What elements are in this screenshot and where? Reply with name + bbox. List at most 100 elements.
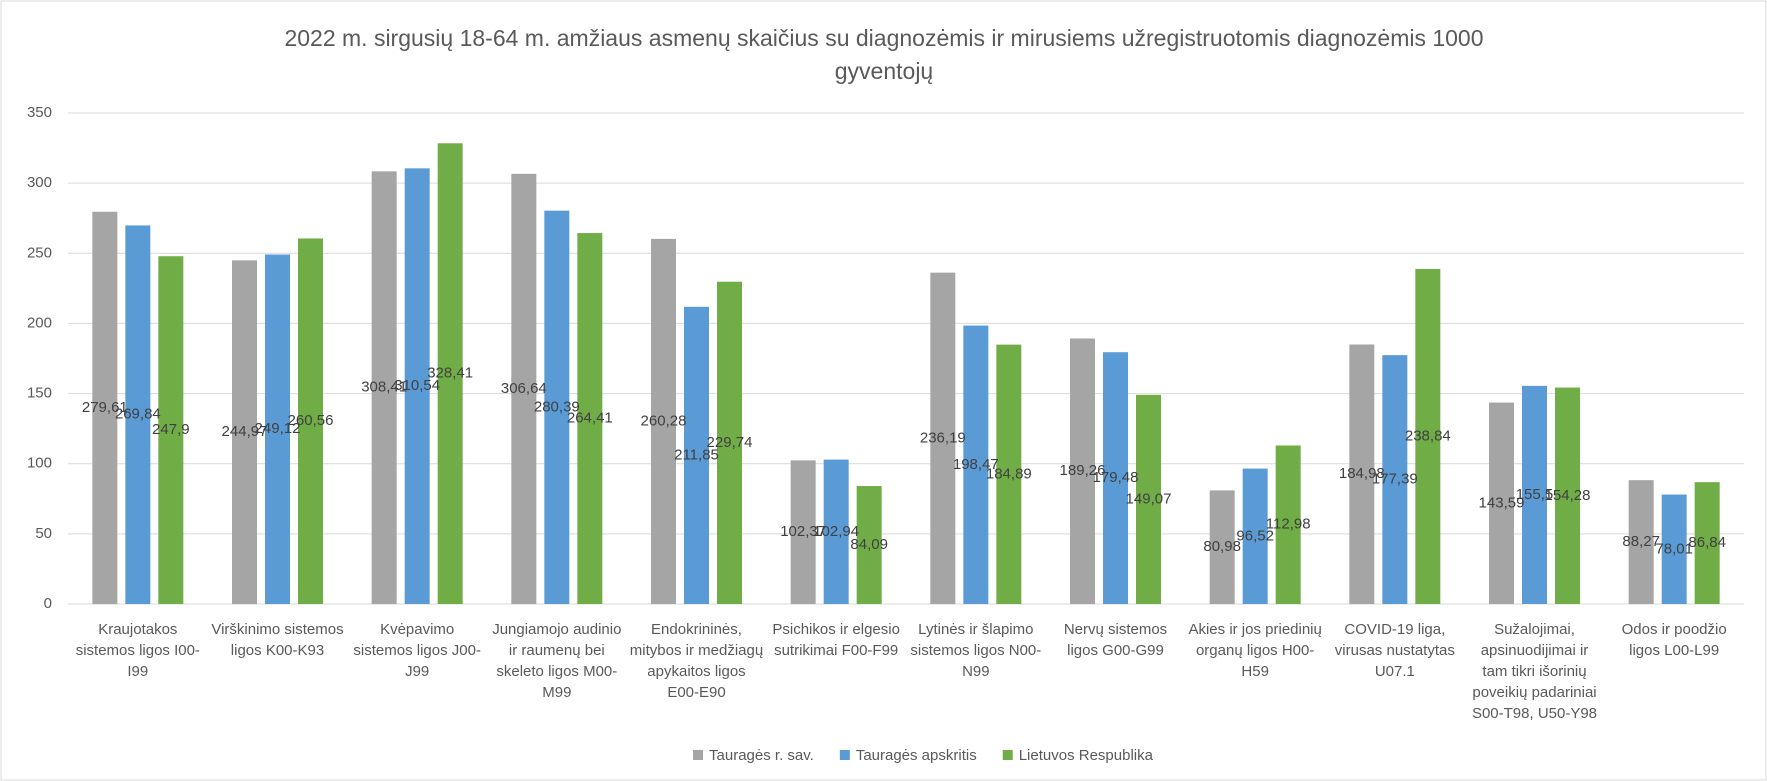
data-label: 177,39 [1372, 471, 1418, 488]
data-label: 198,47 [953, 456, 999, 473]
data-label: 260,56 [288, 412, 334, 429]
bar [511, 173, 537, 604]
bar [963, 325, 989, 604]
data-label: 184,98 [1339, 465, 1385, 482]
x-tick-label: COVID-19 liga, virusas nustatytas U07.1 [1335, 621, 1455, 680]
bar [1661, 494, 1687, 604]
bar [1489, 402, 1514, 604]
data-label: 260,28 [641, 412, 687, 429]
x-tick-label: Nervų sistemos ligos G00-G99 [1064, 621, 1167, 659]
x-tick-label: Sužalojimai, apsinuodijimai ir tam tikri i… [1472, 621, 1597, 722]
data-label: 229,74 [707, 434, 753, 451]
data-label: 306,64 [501, 380, 547, 397]
bar [1522, 385, 1547, 604]
data-label: 310,54 [394, 377, 440, 394]
x-tick-label: Lytinės ir šlapimo sistemos ligos N00-N99 [910, 621, 1041, 680]
y-tick-label: 300 [27, 174, 52, 191]
y-tick-label: 150 [27, 385, 52, 402]
data-label: 102,37 [780, 523, 826, 540]
data-label: 184,89 [986, 465, 1032, 482]
x-tick-label: Virškinimo sistemos ligos K00-K93 [211, 621, 343, 659]
x-tick-label: Jungiamojo audinio ir raumenų bei skeleto … [492, 621, 621, 701]
bar [823, 459, 849, 604]
data-label: 96,52 [1236, 527, 1274, 544]
x-tick-label: Psichikos ir elgesio sutrikimai F00-F99 [772, 621, 900, 659]
data-label: 143,59 [1479, 494, 1525, 511]
legend-label: Lietuvos Respublika [1019, 747, 1154, 764]
data-label: 155,5 [1516, 486, 1554, 503]
data-label: 247,9 [152, 421, 190, 438]
data-label: 112,98 [1266, 516, 1311, 533]
data-label: 264,41 [567, 410, 613, 427]
data-label: 86,84 [1688, 534, 1726, 551]
legend-swatch [693, 750, 704, 760]
x-tick-label: Kvėpavimo sistemos ligos J00-J99 [353, 621, 481, 680]
bar [790, 460, 816, 604]
y-tick-label: 50 [35, 525, 52, 542]
data-label: 149,07 [1126, 490, 1172, 507]
bar [1694, 482, 1720, 604]
bar [1628, 480, 1654, 604]
bar [1275, 445, 1301, 604]
y-tick-label: 100 [27, 455, 52, 472]
bar [856, 486, 882, 604]
legend-label: Tauragės r. sav. [709, 747, 814, 764]
bar [1382, 355, 1408, 604]
data-label: 269,84 [115, 406, 161, 423]
bar [92, 211, 118, 604]
data-label: 238,84 [1405, 427, 1451, 444]
y-tick-label: 250 [27, 244, 52, 261]
bar [158, 256, 184, 604]
bar [1242, 468, 1268, 604]
bar [371, 171, 397, 604]
bar [437, 143, 463, 604]
bar [684, 306, 709, 604]
data-label: 279,61 [82, 399, 128, 416]
data-label: 211,85 [674, 446, 719, 463]
bar [1103, 352, 1128, 604]
data-label: 78,01 [1655, 540, 1693, 557]
bar [717, 281, 742, 604]
data-label: 88,27 [1622, 533, 1660, 550]
data-label: 84,09 [850, 536, 888, 553]
data-label: 308,41 [361, 379, 407, 396]
legend-swatch [1002, 750, 1013, 760]
bar [298, 238, 323, 604]
data-label: 328,41 [427, 365, 473, 382]
bar [544, 210, 570, 604]
bar [1209, 490, 1235, 604]
y-tick-label: 200 [27, 314, 52, 331]
bar [265, 254, 290, 604]
data-label: 179,48 [1093, 469, 1139, 486]
bar [651, 238, 676, 604]
bar [125, 225, 151, 604]
y-tick-label: 0 [44, 595, 52, 612]
bar [1136, 394, 1161, 604]
bar [577, 233, 603, 604]
bar [1349, 344, 1375, 604]
x-tick-label: Akies ir jos priedinių organų ligos H00-H… [1188, 621, 1321, 680]
x-tick-label: Endokrininės, mitybos ir medžiagų apykaito… [630, 621, 763, 701]
data-label: 102,94 [813, 523, 859, 540]
bar [1415, 268, 1441, 604]
data-label: 80,98 [1203, 538, 1241, 555]
data-label: 236,19 [920, 429, 966, 446]
legend-label: Tauragės apskritis [856, 747, 977, 764]
data-label: 249,12 [255, 420, 301, 437]
legend-swatch [839, 750, 850, 760]
x-tick-label: Odos ir poodžio ligos L00-L99 [1622, 621, 1727, 659]
y-tick-label: 350 [27, 104, 52, 121]
bar [1070, 338, 1095, 604]
x-tick-label: Kraujotakos sistemos ligos I00-I99 [76, 621, 200, 680]
data-label: 244,97 [222, 423, 268, 440]
bar [996, 344, 1022, 604]
bar [232, 260, 257, 604]
bar [930, 272, 956, 604]
data-label: 154,28 [1545, 487, 1591, 504]
bar [1555, 387, 1580, 604]
chart-title: 2022 m. sirgusių 18-64 m. amžiaus asmenų… [284, 25, 1483, 84]
data-label: 280,39 [534, 398, 580, 415]
data-label: 189,26 [1060, 462, 1106, 479]
